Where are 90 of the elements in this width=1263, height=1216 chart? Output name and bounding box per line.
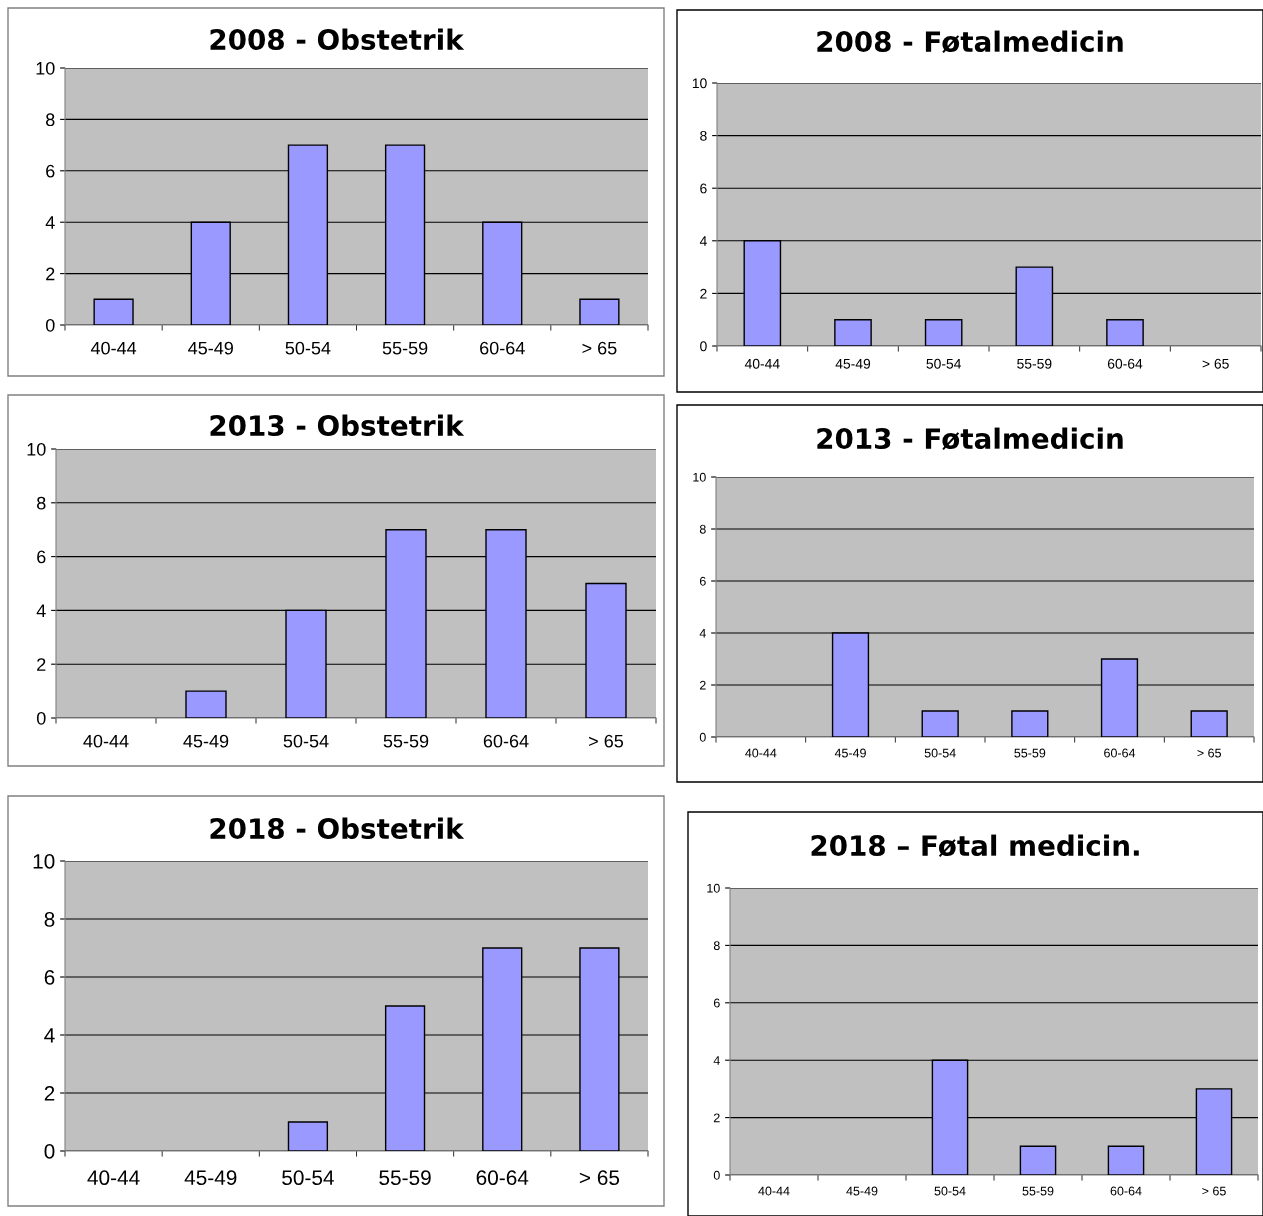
x-tick-label: 55-59 — [379, 1170, 431, 1186]
bar — [924, 319, 963, 346]
bar — [1019, 1145, 1057, 1175]
x-tick-label: 60-64 — [1104, 748, 1136, 758]
bar — [579, 298, 620, 325]
y-tick-label: 4 — [699, 628, 706, 638]
y-tick-label: 8 — [699, 524, 706, 534]
x-tick-label: 55-59 — [383, 734, 429, 748]
y-tick-label: 4 — [36, 604, 46, 617]
bar — [185, 690, 227, 718]
y-tick-label: 8 — [713, 941, 720, 951]
x-tick-label: 55-59 — [1014, 748, 1046, 758]
x-tick-label: 55-59 — [1017, 358, 1052, 369]
y-tick-label: 2 — [700, 288, 707, 299]
y-tick-label: 2 — [699, 680, 706, 690]
y-tick-label: 2 — [46, 267, 55, 281]
x-tick-label: 45-49 — [183, 734, 229, 748]
bar — [287, 1121, 329, 1151]
x-tick-label: 45-49 — [834, 748, 866, 758]
x-tick-label: > 65 — [1197, 748, 1221, 758]
y-tick-label: 6 — [713, 998, 720, 1008]
y-tick-label: 6 — [46, 164, 55, 178]
x-tick-label: 50-54 — [283, 734, 329, 748]
x-tick-label: 50-54 — [934, 1186, 966, 1196]
y-tick-label: 0 — [713, 1170, 720, 1180]
y-tick-label: 10 — [33, 854, 55, 869]
bar — [834, 319, 872, 346]
y-tick-label: 2 — [44, 1086, 55, 1101]
x-tick-label: 45-49 — [835, 358, 871, 369]
bar — [1106, 319, 1144, 346]
x-tick-label: > 65 — [1202, 358, 1229, 369]
x-tick-label: 40-44 — [90, 341, 137, 355]
x-tick-label: 45-49 — [188, 341, 233, 355]
y-tick-label: 6 — [700, 183, 707, 194]
x-tick-label: 60-64 — [480, 341, 525, 355]
y-tick-label: 0 — [45, 318, 55, 332]
y-tick-label: 10 — [27, 442, 46, 456]
x-tick-label: 60-64 — [483, 734, 529, 748]
bar — [1107, 1145, 1145, 1175]
chart-title: 2008 - Føtalmedicin — [817, 30, 1123, 53]
x-tick-label: 50-54 — [924, 748, 956, 758]
y-tick-label: 2 — [713, 1113, 720, 1123]
x-tick-label: 40-44 — [758, 1186, 790, 1196]
y-tick-label: 4 — [44, 1028, 55, 1043]
x-tick-label: 50-54 — [282, 1170, 334, 1186]
chart-title: 2018 – Føtal medicin. — [811, 834, 1139, 857]
y-tick-label: 4 — [713, 1056, 720, 1065]
y-tick-label: 4 — [45, 216, 55, 229]
x-tick-label: > 65 — [1202, 1186, 1226, 1196]
bar — [1011, 710, 1049, 737]
x-tick-label: 60-64 — [1107, 358, 1143, 369]
y-tick-label: 8 — [46, 113, 55, 127]
x-tick-label: > 65 — [582, 341, 617, 355]
y-tick-label: 0 — [700, 341, 707, 352]
x-tick-label: 60-64 — [476, 1170, 529, 1186]
bar — [1190, 710, 1228, 737]
y-tick-label: 8 — [44, 912, 55, 927]
bar — [921, 710, 959, 737]
y-tick-label: 0 — [44, 1144, 55, 1159]
y-tick-label: 10 — [36, 61, 55, 75]
x-tick-label: 40-44 — [83, 734, 129, 748]
y-tick-label: 10 — [692, 78, 707, 89]
y-tick-label: 8 — [700, 130, 707, 141]
x-tick-label: 50-54 — [926, 358, 962, 369]
chart-title: 2008 - Obstetrik — [210, 28, 465, 51]
y-tick-label: 6 — [44, 970, 55, 985]
y-tick-label: 2 — [37, 658, 46, 671]
x-tick-label: 40-44 — [744, 358, 780, 369]
y-tick-label: 6 — [699, 576, 706, 586]
y-tick-label: 6 — [37, 550, 46, 564]
y-tick-label: 4 — [699, 236, 707, 246]
x-tick-label: 45-49 — [846, 1186, 878, 1196]
x-tick-label: 40-44 — [87, 1170, 140, 1186]
x-tick-label: 60-64 — [1110, 1186, 1142, 1196]
x-tick-label: 45-49 — [184, 1170, 237, 1186]
y-tick-label: 10 — [693, 472, 706, 482]
chart-title: 2018 - Obstetrik — [210, 817, 465, 840]
bar — [93, 298, 134, 325]
y-tick-label: 10 — [707, 883, 720, 893]
y-tick-label: 0 — [699, 732, 706, 742]
chart-title: 2013 - Føtalmedicin — [817, 427, 1123, 450]
x-tick-label: 50-54 — [285, 341, 331, 355]
x-tick-label: 55-59 — [382, 341, 428, 355]
x-tick-label: > 65 — [589, 734, 624, 748]
y-tick-label: 0 — [36, 711, 46, 725]
x-tick-label: > 65 — [579, 1170, 620, 1186]
x-tick-label: 40-44 — [745, 748, 777, 758]
x-tick-label: 55-59 — [1022, 1186, 1054, 1196]
y-tick-label: 8 — [37, 496, 46, 510]
chart-title: 2013 - Obstetrik — [210, 414, 465, 437]
